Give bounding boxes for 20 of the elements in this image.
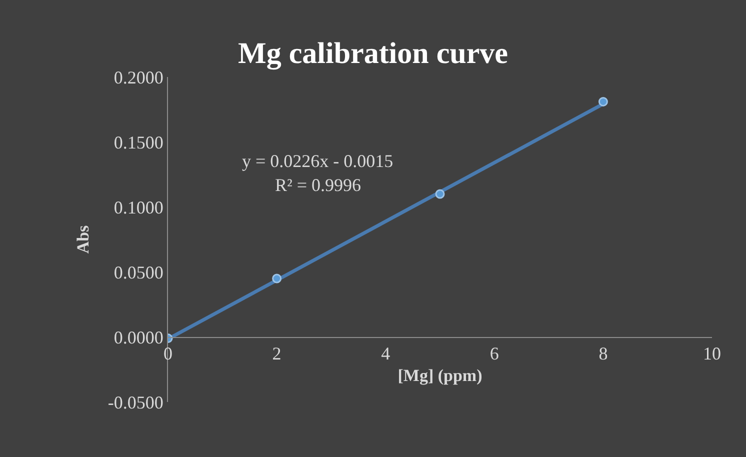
x-tick-label: 8: [598, 344, 608, 364]
y-tick-label: 0.2000: [114, 67, 164, 88]
x-tick-label: 6: [490, 344, 499, 364]
point: [272, 274, 282, 284]
x-tick-label: 4: [381, 344, 390, 364]
x-tick-label: 2: [272, 344, 282, 364]
chart-title: Mg calibration curve: [238, 37, 508, 70]
y-tick-label: 0.1500: [114, 132, 164, 152]
x-axis-title: [Mg] (ppm): [398, 366, 482, 385]
x-tick-label: 10: [703, 344, 721, 364]
point: [598, 96, 608, 106]
y-tick-label: 0.0000: [114, 327, 164, 348]
x-tick-label: 0: [164, 344, 172, 364]
point: [435, 189, 445, 199]
annotation: R² = 0.9996: [275, 175, 362, 195]
y-tick-label: -0.0500: [108, 392, 164, 412]
annotation: y = 0.0226x - 0.0015: [242, 151, 394, 171]
y-tick-label: 0.1000: [114, 197, 164, 218]
y-axis-title: Abs: [73, 224, 92, 254]
y-tick-label: 0.0500: [114, 262, 164, 282]
